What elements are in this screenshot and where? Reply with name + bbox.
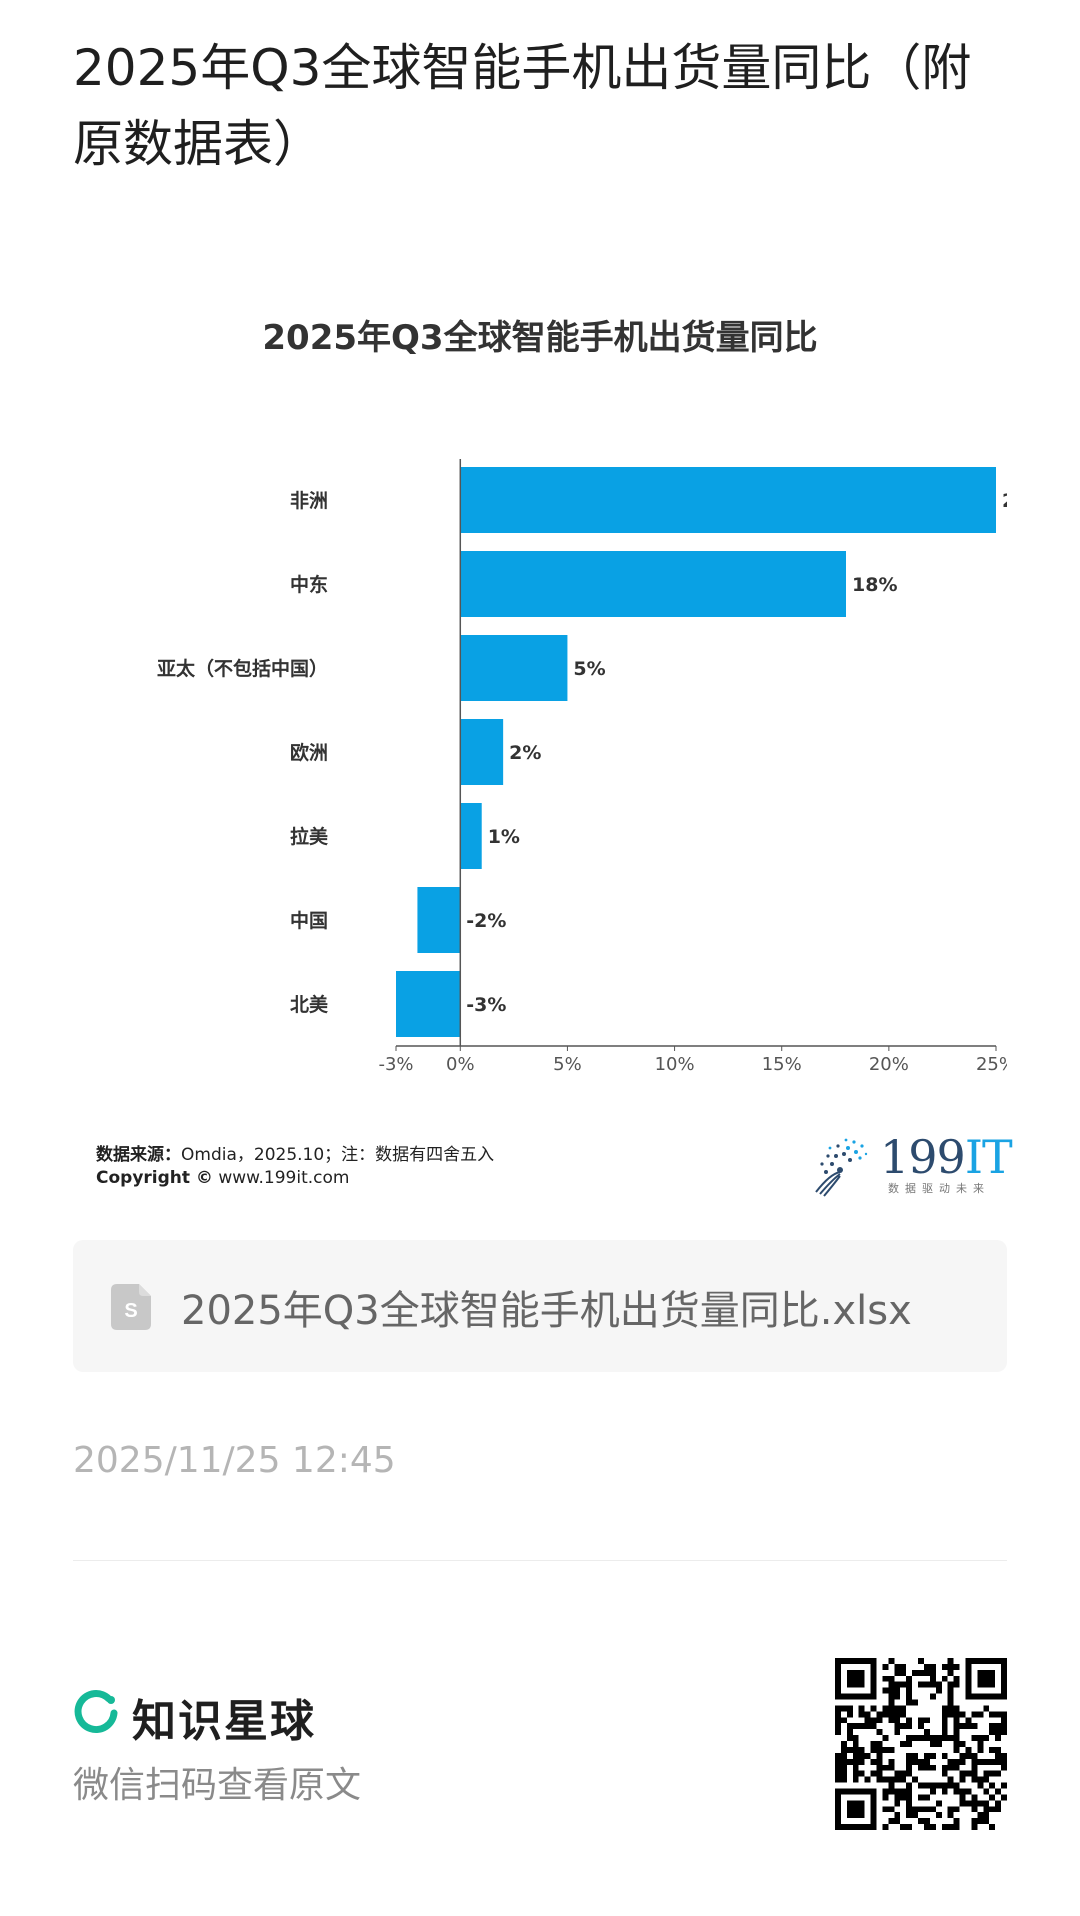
app-name: 知识星球 xyxy=(132,1696,316,1747)
chart-bar xyxy=(460,467,996,533)
chart-bar xyxy=(460,803,482,869)
chart-category-label: 北美 xyxy=(290,993,329,1016)
brand-logo-199it: 199IT 数据驱动未来 xyxy=(810,1130,1013,1200)
chart-card: 2025年Q3全球智能手机出货量同比 非洲 25% 中东 18% 亚太（不包括中国） 5%… xyxy=(73,300,1013,1220)
chart-data-label: 25% xyxy=(1002,490,1007,512)
chart-x-tick-label: 25% xyxy=(976,1054,1007,1075)
attachment-card[interactable]: S 2025年Q3全球智能手机出货量同比.xlsx xyxy=(73,1240,1007,1372)
attachment-file-name[interactable]: 2025年Q3全球智能手机出货量同比.xlsx xyxy=(181,1288,912,1334)
copyright-site: www.199it.com xyxy=(218,1168,350,1188)
chart-bar xyxy=(460,635,568,701)
chart-data-label: 1% xyxy=(488,826,520,848)
chart-category-label: 亚太（不包括中国） xyxy=(157,657,328,680)
chart-category-label: 欧洲 xyxy=(290,741,328,764)
chart-x-tick-label: 20% xyxy=(869,1054,909,1075)
chart-data-label: 2% xyxy=(509,742,541,764)
brand-name-it: IT xyxy=(964,1130,1013,1184)
copyright-label: Copyright © xyxy=(96,1168,213,1188)
chart-data-label: -3% xyxy=(466,994,506,1016)
brand-name-number: 199 xyxy=(880,1130,966,1184)
chart-x-tick-label: 15% xyxy=(762,1054,802,1075)
data-source-text: Omdia，2025.10；注：数据有四舍五入 xyxy=(181,1145,495,1165)
qr-code-icon[interactable] xyxy=(835,1658,1007,1830)
brand-name: 199IT xyxy=(880,1130,1013,1184)
chart-bar xyxy=(460,551,846,617)
spreadsheet-file-icon: S xyxy=(111,1284,151,1330)
chart-bar xyxy=(396,971,461,1037)
chart-bar xyxy=(417,887,461,953)
scan-hint: 微信扫码查看原文 xyxy=(73,1765,362,1806)
svg-text:S: S xyxy=(124,1300,137,1322)
data-source-label: 数据来源： xyxy=(96,1145,181,1165)
dandelion-icon xyxy=(815,1138,868,1197)
divider xyxy=(73,1560,1007,1561)
planet-ring-icon xyxy=(74,1690,118,1733)
chart-x-tick-label: 10% xyxy=(655,1054,695,1075)
chart-category-label: 非洲 xyxy=(290,490,328,512)
page-title: 2025年Q3全球智能手机出货量同比（附原数据表） xyxy=(73,39,972,173)
chart-category-label: 拉美 xyxy=(290,825,329,848)
chart-data-label: 18% xyxy=(852,574,897,596)
chart-x-tick-label: 0% xyxy=(446,1054,475,1075)
chart-category-label: 中国 xyxy=(290,909,328,932)
data-source: 数据来源：Omdia，2025.10；注：数据有四舍五入 xyxy=(96,1140,494,1165)
bar-chart: 非洲 25% 中东 18% 亚太（不包括中国） 5% 欧洲 2% 拉美 1% 中国 -2% 北美 -3% -… xyxy=(157,459,1007,1075)
chart-x-tick-label: 5% xyxy=(553,1054,582,1075)
chart-bar xyxy=(460,719,504,785)
copyright: Copyright © www.199it.com xyxy=(96,1168,349,1188)
chart-x-tick-label: -3% xyxy=(378,1054,413,1075)
chart-data-label: -2% xyxy=(466,910,506,932)
publish-time: 2025/11/25 12:45 xyxy=(73,1440,396,1481)
chart-title: 2025年Q3全球智能手机出货量同比 xyxy=(262,318,818,358)
chart-data-label: 5% xyxy=(573,658,605,680)
brand-slogan: 数据驱动未来 xyxy=(888,1182,990,1195)
chart-category-label: 中东 xyxy=(290,573,328,596)
